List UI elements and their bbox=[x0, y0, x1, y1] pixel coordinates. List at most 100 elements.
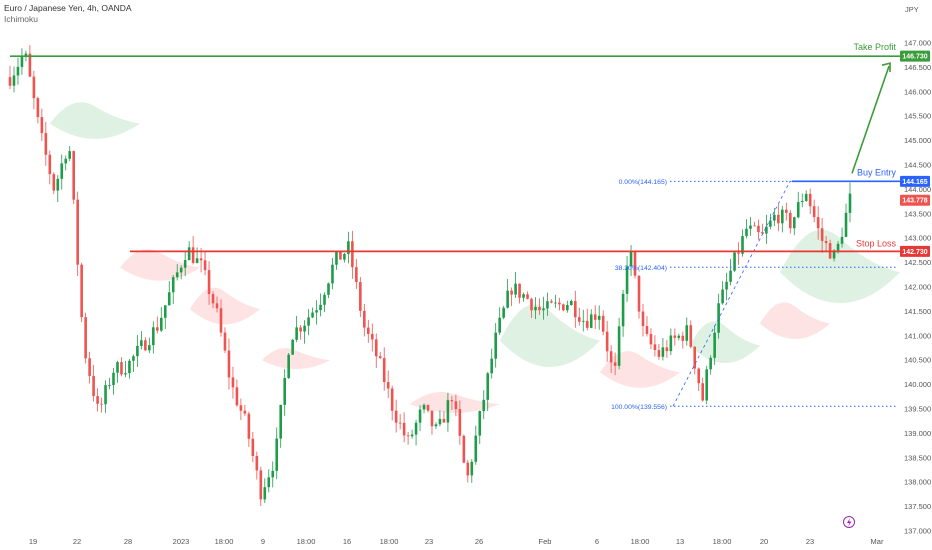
price-axis[interactable]: 147.000 146.500 146.000 145.500 145.000 144.5… bbox=[904, 5, 931, 536]
candle-body bbox=[191, 247, 195, 263]
candle-body bbox=[689, 325, 693, 347]
candle-body bbox=[677, 335, 681, 338]
cloud-bull bbox=[780, 229, 900, 304]
candle-body bbox=[275, 438, 279, 471]
candle-body bbox=[673, 335, 677, 338]
candle-body bbox=[295, 327, 298, 340]
candle-body bbox=[247, 413, 251, 439]
candle-body bbox=[128, 360, 131, 374]
candle-body bbox=[64, 158, 68, 164]
candle-body bbox=[382, 358, 386, 383]
time-tick-label: 23 bbox=[425, 537, 433, 546]
candle-body bbox=[100, 403, 103, 405]
candle-body bbox=[605, 331, 609, 352]
time-tick-label: 20 bbox=[760, 537, 768, 546]
cloud-bull bbox=[500, 304, 600, 368]
price-tick-label: 146.000 bbox=[904, 87, 931, 96]
candle-body bbox=[219, 308, 223, 333]
candle-body bbox=[291, 339, 294, 355]
candle-body bbox=[562, 304, 565, 311]
candle-body bbox=[593, 314, 597, 320]
candle-body bbox=[577, 317, 581, 322]
candle-body bbox=[279, 404, 283, 439]
lightning-icon[interactable] bbox=[843, 516, 855, 528]
take-profit-label: Take Profit bbox=[853, 42, 896, 52]
candle-body bbox=[701, 383, 705, 401]
candle-body bbox=[303, 325, 306, 332]
candle-body bbox=[737, 252, 740, 254]
stop-loss-tag bbox=[900, 245, 930, 257]
candle-body bbox=[749, 225, 752, 229]
candle-body bbox=[402, 422, 406, 436]
candle-body bbox=[343, 253, 346, 260]
time-tick-label: 9 bbox=[261, 537, 265, 546]
candle-body bbox=[625, 266, 629, 294]
candle-body bbox=[609, 351, 613, 363]
candle-body bbox=[589, 314, 593, 328]
candle-body bbox=[339, 251, 342, 260]
time-tick-label: 2023 bbox=[173, 537, 190, 546]
candle-body bbox=[410, 434, 414, 437]
candle-body bbox=[255, 455, 259, 471]
candle-body bbox=[183, 260, 187, 268]
candle-body bbox=[203, 260, 207, 271]
candle-body bbox=[450, 400, 454, 402]
candle-body bbox=[24, 53, 28, 57]
price-tick-label: 142.500 bbox=[904, 258, 931, 267]
candle-body bbox=[299, 327, 302, 332]
price-tick-label: 144.000 bbox=[904, 185, 931, 194]
candle-body bbox=[717, 303, 720, 333]
time-tick-label: Feb bbox=[539, 537, 552, 546]
candle-body bbox=[705, 369, 708, 401]
candle-body bbox=[187, 247, 191, 261]
candle-body bbox=[84, 317, 87, 359]
candle-body bbox=[390, 388, 394, 411]
candle-body bbox=[386, 382, 390, 389]
candle-body bbox=[211, 294, 215, 304]
candle-body bbox=[92, 375, 95, 397]
candle-body bbox=[323, 294, 326, 305]
candle-body bbox=[685, 325, 689, 341]
candle-body bbox=[470, 461, 474, 476]
candle-body bbox=[347, 241, 350, 254]
candle-body bbox=[478, 411, 482, 436]
candle-body bbox=[741, 236, 744, 254]
buy-entry-tag-text: 144.165 bbox=[902, 179, 927, 186]
candle-body bbox=[633, 250, 637, 276]
candle-body bbox=[132, 356, 135, 361]
take-profit-tag-text: 146.730 bbox=[902, 54, 927, 61]
candle-body bbox=[442, 418, 446, 423]
candle-body bbox=[195, 258, 199, 263]
candle-body bbox=[359, 282, 362, 311]
time-tick-label: 18:00 bbox=[215, 537, 234, 546]
candle-body bbox=[773, 214, 776, 221]
candle-body bbox=[319, 304, 322, 311]
candle-body bbox=[44, 133, 48, 155]
candle-body bbox=[434, 424, 438, 427]
buy-entry-label: Buy Entry bbox=[857, 167, 897, 177]
candle-body bbox=[414, 422, 418, 435]
candle-body bbox=[629, 250, 633, 267]
candle-body bbox=[785, 209, 788, 213]
candle-body bbox=[76, 199, 79, 265]
candle-body bbox=[315, 310, 318, 313]
time-tick-label: 23 bbox=[806, 537, 814, 546]
time-tick-label: 22 bbox=[73, 537, 81, 546]
candle-body bbox=[8, 77, 12, 86]
candle-body bbox=[327, 283, 330, 295]
candle-body bbox=[649, 333, 653, 345]
price-tick-label: 140.000 bbox=[904, 380, 931, 389]
candle-body bbox=[80, 264, 83, 318]
candle-body bbox=[546, 301, 549, 309]
candle-body bbox=[812, 206, 816, 218]
price-tick-label: 144.500 bbox=[904, 161, 931, 170]
candle-body bbox=[12, 75, 16, 86]
fib-level-label: 100.00%(139.556) bbox=[611, 404, 667, 411]
price-tick-label: 143.000 bbox=[904, 234, 931, 243]
candle-body bbox=[840, 236, 844, 244]
candle-body bbox=[175, 272, 179, 278]
candle-body bbox=[733, 252, 736, 271]
cloud-bear bbox=[190, 287, 260, 325]
time-axis[interactable]: 19 22 28 2023 18:00 9 18:00 16 18:00 23 26 Feb 6 18:0… bbox=[29, 537, 884, 546]
